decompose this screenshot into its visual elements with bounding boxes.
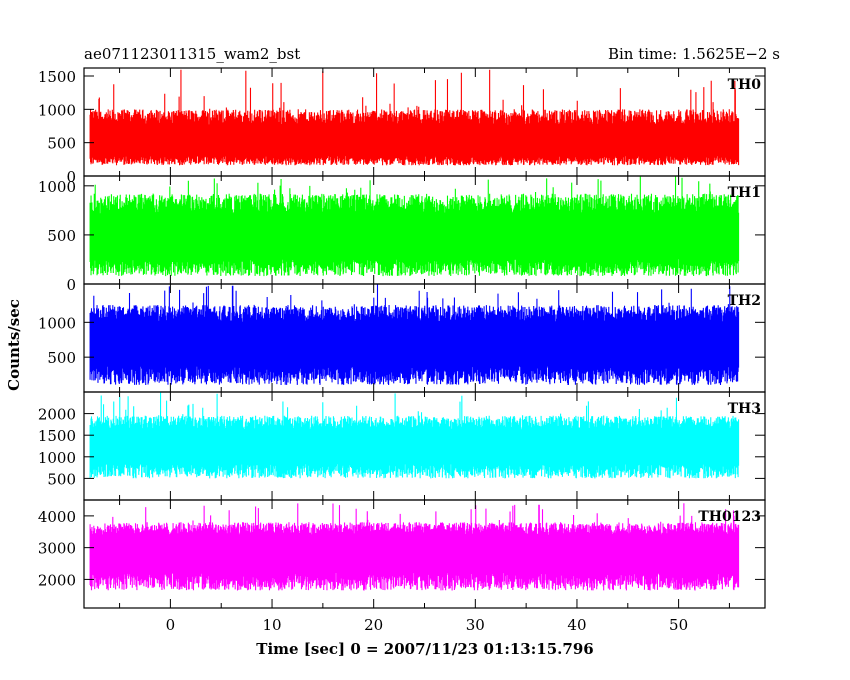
series-band-th0123 — [90, 537, 739, 569]
series-band-th1 — [90, 217, 739, 256]
y-tick-label: 1000 — [38, 178, 76, 196]
x-tick-label: 0 — [166, 616, 176, 634]
x-tick-label: 20 — [364, 616, 383, 634]
y-tick-label: 4000 — [38, 508, 76, 526]
y-tick-label: 500 — [47, 349, 76, 367]
series-band-th2 — [90, 325, 739, 363]
y-tick-label: 1500 — [38, 427, 76, 445]
y-tick-label: 1000 — [38, 449, 76, 467]
panel-th2: 500 1000 TH2 — [38, 283, 766, 393]
y-tick-label: 500 — [47, 135, 76, 153]
panel-label: TH1 — [728, 185, 761, 201]
x-axis-label: Time [sec] 0 = 2007/11/23 01:13:15.796 — [256, 640, 593, 658]
y-tick-label: 0 — [66, 168, 76, 186]
x-tick-label: 40 — [567, 616, 586, 634]
y-tick-label: 500 — [47, 227, 76, 245]
y-tick-label: 1000 — [38, 101, 76, 119]
y-tick-label: 3000 — [38, 540, 76, 558]
y-tick-label: 1000 — [38, 314, 76, 332]
panel-th0: 0 500 1000 1500 TH0 — [38, 67, 766, 186]
panel-th0123: 2000 3000 4000 TH0123 — [38, 499, 766, 609]
series-band-th3 — [90, 432, 739, 461]
series-band-th0 — [90, 128, 739, 154]
x-tick-label: 30 — [466, 616, 485, 634]
x-tick-label: 10 — [262, 616, 281, 634]
panel-th1: 0 500 1000 TH1 — [38, 175, 766, 294]
y-tick-label: 500 — [47, 470, 76, 488]
panel-label: TH0123 — [698, 509, 761, 525]
panel-label: TH3 — [728, 401, 761, 417]
panel-label: TH0 — [728, 77, 762, 93]
y-tick-label: 2000 — [38, 571, 76, 589]
panel-th3: 500 1000 1500 2000 TH3 — [38, 391, 766, 501]
chart-title-left: ae071123011315_wam2_bst — [84, 45, 300, 63]
x-tick-label: 50 — [669, 616, 688, 634]
y-tick-label: 1500 — [38, 68, 76, 86]
chart-title-right: Bin time: 1.5625E−2 s — [608, 45, 780, 63]
y-tick-label: 0 — [66, 276, 76, 294]
y-tick-label: 2000 — [38, 406, 76, 424]
y-axis-label: Counts/sec — [5, 299, 23, 391]
panel-label: TH2 — [728, 293, 761, 309]
